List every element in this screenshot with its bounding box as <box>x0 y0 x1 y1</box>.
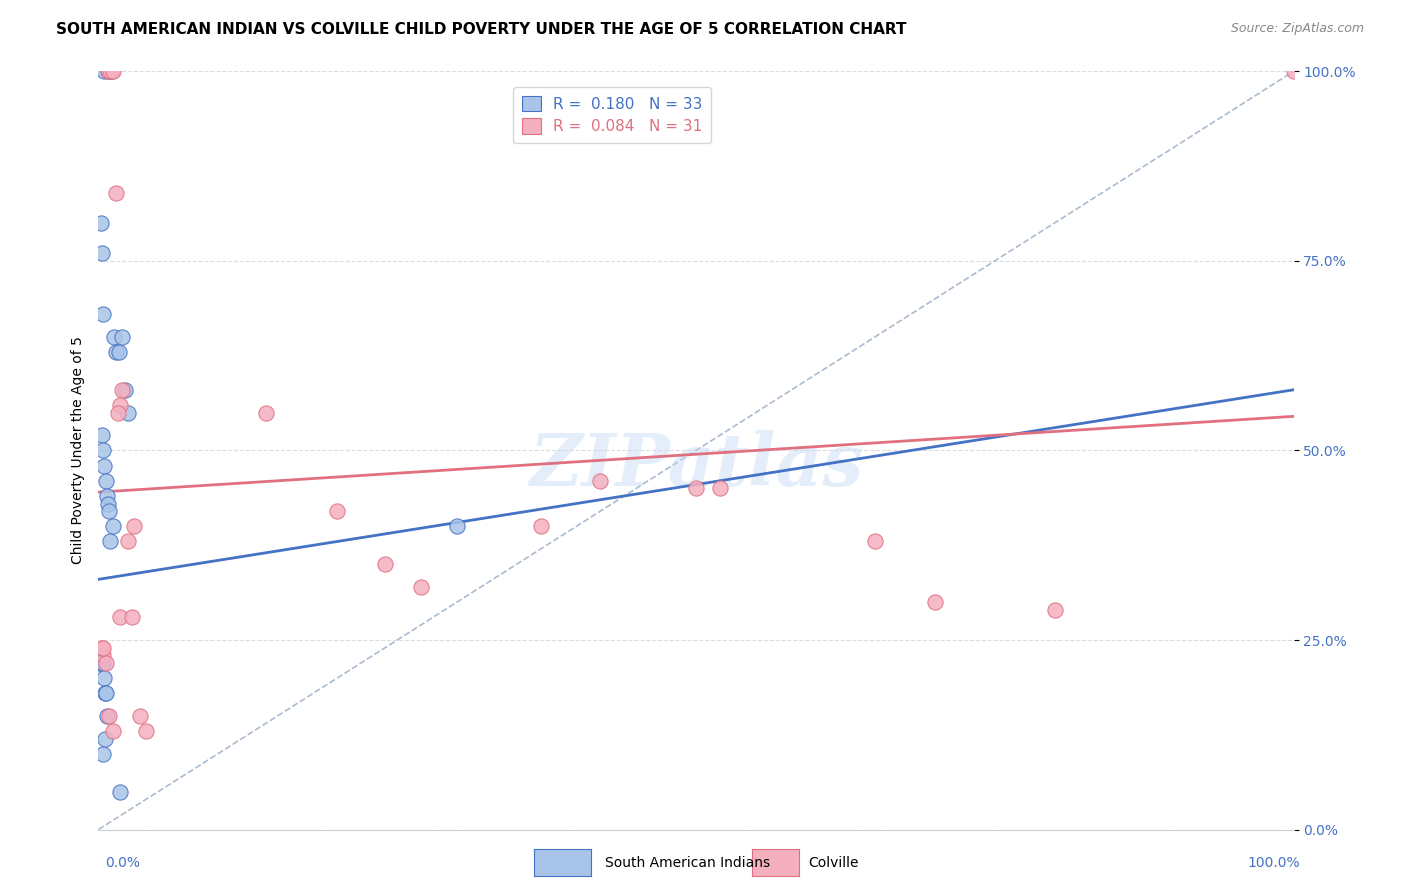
Point <box>93 671 115 685</box>
Point <box>93 64 115 78</box>
Point <box>96 686 118 700</box>
Point <box>98 504 121 518</box>
Point <box>91 428 114 442</box>
Point <box>865 534 887 549</box>
Legend: R =  0.180   N = 33, R =  0.084   N = 31: R = 0.180 N = 33, R = 0.084 N = 31 <box>513 87 711 143</box>
Point <box>1043 603 1066 617</box>
Point <box>101 64 124 78</box>
Point <box>100 64 122 78</box>
Point <box>326 504 349 518</box>
Point <box>114 383 136 397</box>
Point <box>101 519 124 533</box>
Point <box>90 656 112 670</box>
Text: 0.0%: 0.0% <box>105 855 141 870</box>
Point <box>96 489 118 503</box>
Point <box>97 64 120 78</box>
Point <box>105 344 128 359</box>
Point <box>91 656 114 670</box>
Point <box>91 443 114 458</box>
Point <box>709 482 731 496</box>
Y-axis label: Child Poverty Under the Age of 5: Child Poverty Under the Age of 5 <box>70 336 84 565</box>
Point <box>108 785 131 799</box>
Point <box>98 708 121 723</box>
Point <box>97 64 120 78</box>
Point <box>374 557 396 572</box>
Point <box>1282 64 1305 78</box>
Point <box>91 648 114 662</box>
Point <box>108 398 131 412</box>
Point <box>121 610 143 624</box>
Point <box>254 405 277 420</box>
Point <box>530 519 553 533</box>
Point <box>97 496 120 510</box>
Point <box>135 724 157 739</box>
Point <box>93 458 115 473</box>
Point <box>108 610 131 624</box>
Point <box>94 731 117 746</box>
Point <box>924 595 946 609</box>
Point <box>589 474 612 488</box>
Point <box>117 405 139 420</box>
Point <box>124 519 146 533</box>
Point <box>685 482 707 496</box>
Text: South American Indians: South American Indians <box>605 855 769 870</box>
Point <box>98 64 122 78</box>
Point <box>117 534 139 549</box>
Point <box>105 186 128 200</box>
Text: SOUTH AMERICAN INDIAN VS COLVILLE CHILD POVERTY UNDER THE AGE OF 5 CORRELATION C: SOUTH AMERICAN INDIAN VS COLVILLE CHILD … <box>56 22 907 37</box>
Point <box>91 640 114 655</box>
Text: Colville: Colville <box>808 855 859 870</box>
Point <box>94 686 117 700</box>
Point <box>91 640 114 655</box>
Point <box>90 216 112 230</box>
Text: 100.0%: 100.0% <box>1249 855 1301 870</box>
Point <box>91 246 114 260</box>
Point <box>91 747 114 761</box>
Text: ZIPatlas: ZIPatlas <box>529 430 863 501</box>
Point <box>94 474 117 488</box>
Point <box>96 708 118 723</box>
Point <box>107 405 129 420</box>
Point <box>103 330 125 344</box>
Point <box>101 724 124 739</box>
Point <box>98 534 122 549</box>
Text: Source: ZipAtlas.com: Source: ZipAtlas.com <box>1230 22 1364 36</box>
Point <box>111 330 134 344</box>
Point <box>94 656 117 670</box>
Point <box>107 344 129 359</box>
Point <box>446 519 468 533</box>
Point <box>129 708 152 723</box>
Point <box>411 580 433 594</box>
Point <box>98 64 122 78</box>
Point <box>89 656 111 670</box>
Point <box>91 307 114 321</box>
Point <box>111 383 134 397</box>
